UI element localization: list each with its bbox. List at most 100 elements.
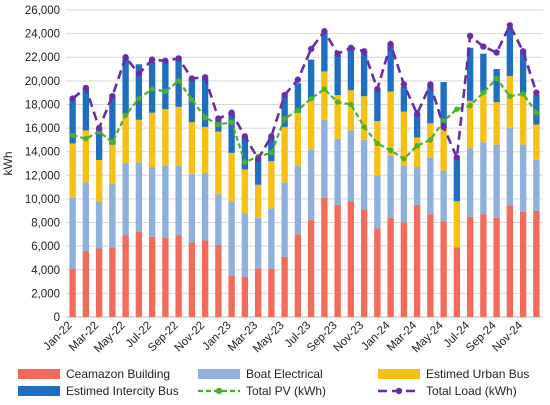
- bar-segment: [281, 256, 288, 317]
- data-point: [202, 114, 208, 121]
- legend-label: Total PV (kWh): [246, 384, 326, 398]
- bar-segment: [201, 126, 209, 173]
- data-point: [122, 54, 129, 61]
- bar-segment: [215, 244, 222, 317]
- data-point: [466, 32, 474, 40]
- y-tick-label: 14,000: [25, 147, 60, 159]
- y-tick-label: 8,000: [31, 218, 60, 230]
- bar-segment: [533, 124, 540, 160]
- bar-segment: [506, 27, 514, 77]
- bar-segment: [162, 165, 169, 238]
- legend-marker: [395, 387, 403, 395]
- x-axis: Jan-22Mar-22May-22Jul-22Sep-22Nov-22Jan-…: [41, 319, 525, 355]
- data-point: [109, 139, 116, 145]
- bar-segment: [413, 137, 421, 168]
- data-point: [361, 124, 367, 130]
- bar-segment: [307, 220, 315, 317]
- bar-segment: [387, 91, 394, 156]
- bar-segment: [294, 165, 302, 235]
- bar-segment: [347, 130, 355, 202]
- data-point: [268, 150, 275, 156]
- data-point: [175, 78, 182, 84]
- bar-segment: [413, 167, 421, 205]
- bar-segment: [493, 144, 500, 218]
- bar-segment: [95, 159, 103, 202]
- bar-segment: [254, 159, 262, 185]
- bar-segment: [321, 197, 328, 317]
- data-point: [321, 86, 328, 92]
- bar-segment: [268, 137, 275, 162]
- bar-segment: [215, 131, 222, 195]
- data-point: [268, 133, 275, 140]
- data-point: [506, 22, 514, 29]
- bar-segment: [519, 211, 527, 317]
- y-tick-label: 18,000: [25, 99, 60, 111]
- bar-segment: [387, 45, 394, 92]
- data-point: [334, 50, 341, 57]
- bar-segment: [506, 76, 514, 129]
- bar-segment: [519, 144, 527, 212]
- data-point: [440, 123, 447, 131]
- bar-segment: [374, 175, 381, 229]
- series-line: [71, 22, 538, 163]
- y-tick-label: 26,000: [25, 5, 60, 17]
- data-point: [533, 89, 540, 96]
- bar-segment: [122, 163, 129, 236]
- bar-segment: [294, 112, 302, 166]
- data-point: [440, 118, 447, 124]
- bar-segment: [360, 209, 368, 317]
- bar-segment: [466, 216, 474, 317]
- y-tick-label: 4,000: [31, 265, 60, 277]
- data-point: [148, 56, 156, 63]
- bar-segment: [215, 194, 222, 245]
- data-point: [95, 124, 103, 132]
- data-point: [427, 81, 434, 88]
- bar-segment: [69, 143, 76, 198]
- data-point: [493, 49, 500, 56]
- data-point: [294, 76, 302, 83]
- data-point: [122, 112, 129, 118]
- bar-segment: [400, 165, 408, 223]
- bar-segment: [82, 130, 90, 183]
- legend-label: Total Load (kWh): [426, 384, 517, 398]
- bar-segment: [254, 217, 262, 269]
- bar-segment: [307, 149, 315, 221]
- bar-segment: [109, 97, 116, 145]
- bar-segment: [427, 84, 434, 124]
- y-axis: 0 2,000 4,000 6,000 8,000 10,000 12,000 14,000 1…: [25, 5, 60, 324]
- data-point: [69, 95, 76, 102]
- y-axis-title: kWh: [1, 152, 15, 176]
- bar-segment: [519, 92, 527, 145]
- y-tick-label: 24,000: [25, 29, 60, 41]
- data-point: [109, 92, 116, 100]
- bar-segment: [254, 184, 262, 218]
- bar-segment: [347, 201, 355, 317]
- data-point: [69, 132, 76, 138]
- bar-segment: [519, 52, 527, 93]
- bar-segment: [360, 139, 368, 210]
- bar-segment: [109, 247, 116, 317]
- data-point: [201, 74, 209, 81]
- bar-segment: [493, 217, 500, 317]
- bar-segment: [533, 210, 540, 317]
- data-point: [414, 143, 420, 149]
- bar-segment: [175, 235, 182, 317]
- x-tick-label: Nov-22: [173, 320, 208, 355]
- bar-segment: [188, 174, 196, 243]
- data-point: [467, 102, 473, 109]
- bar-segment: [281, 182, 288, 257]
- bar-segment: [281, 126, 288, 183]
- y-tick-label: 20,000: [25, 76, 60, 88]
- bar-segment: [69, 268, 76, 317]
- bar-segment: [82, 87, 90, 131]
- data-point: [281, 91, 288, 99]
- data-point: [149, 86, 155, 92]
- bar-segment: [241, 136, 249, 170]
- data-point: [254, 155, 262, 162]
- bar-segment: [95, 201, 103, 249]
- bar-segment: [268, 268, 275, 317]
- bar-segment: [387, 155, 394, 218]
- y-tick-label: 10,000: [25, 194, 60, 206]
- data-point: [242, 159, 248, 166]
- bar-segment: [109, 144, 116, 184]
